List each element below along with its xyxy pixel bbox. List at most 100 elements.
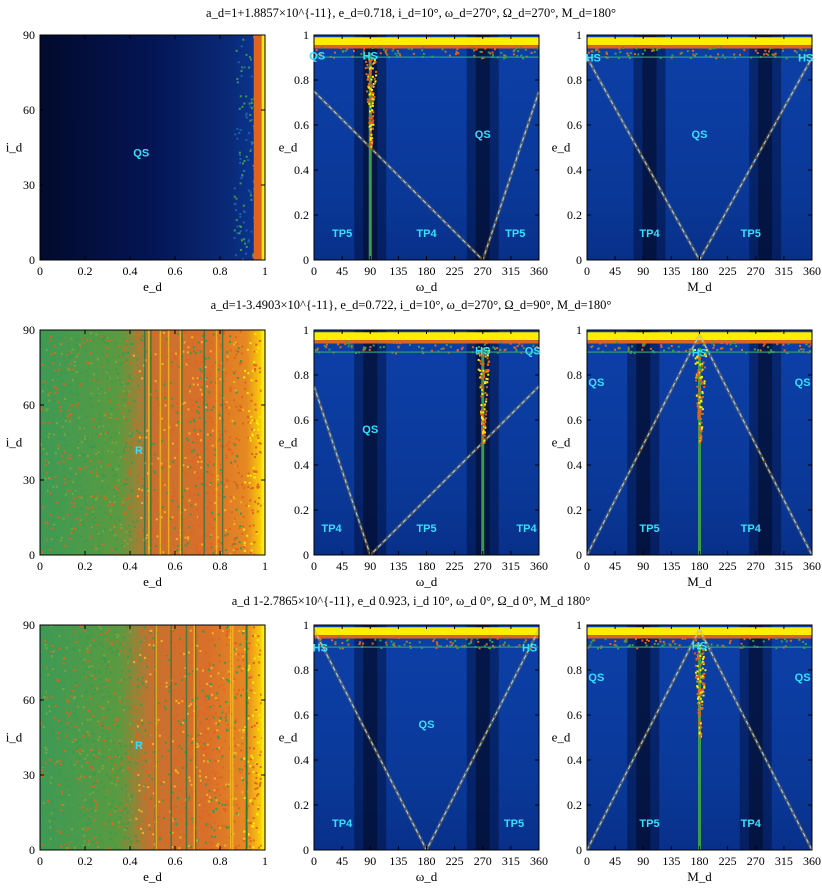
region-label: HS xyxy=(475,345,490,357)
x-tick-label: 0 xyxy=(311,264,317,278)
y-tick-label: 1 xyxy=(303,618,309,632)
region-label: HS xyxy=(313,643,328,655)
x-tick-label: 1 xyxy=(262,264,268,278)
x-tick-label: 0.2 xyxy=(78,559,93,573)
x-tick-label: 180 xyxy=(418,264,436,278)
region-label: QS xyxy=(795,672,811,684)
x-tick-label: 270 xyxy=(474,854,492,868)
region-label: QS xyxy=(133,148,149,160)
x-tick-label: 45 xyxy=(609,854,621,868)
y-tick-label: 0.6 xyxy=(567,118,582,132)
panel-r1c2: 0 45 90 135 180 225 270 315 360 0 0.2 0.4 0.6 0.8 1 ω_d… xyxy=(279,28,548,294)
x-tick-label: 0.6 xyxy=(168,854,183,868)
y-tick-label: 0.8 xyxy=(294,73,309,87)
region-label: TP4 xyxy=(741,523,762,535)
region-label: TP5 xyxy=(505,228,525,240)
x-tick-label: 135 xyxy=(662,264,680,278)
y-tick-label: 0.4 xyxy=(294,458,309,472)
region-label: TP4 xyxy=(639,228,660,240)
heatmap-body xyxy=(587,330,812,555)
x-tick-label: 225 xyxy=(446,559,464,573)
y-tick-label: 90 xyxy=(23,323,35,337)
x-tick-label: 0 xyxy=(584,264,590,278)
y-tick-label: 30 xyxy=(23,178,35,192)
x-tick-label: 0.6 xyxy=(168,559,183,573)
x-tick-label: 90 xyxy=(637,264,649,278)
panel-r3c1: 0 0.2 0.4 0.6 0.8 1 0 30 60 90 e_d i_d R xyxy=(6,618,268,884)
x-tick-label: 180 xyxy=(691,264,709,278)
x-tick-label: 315 xyxy=(502,559,520,573)
y-tick-label: 0.4 xyxy=(294,163,309,177)
x-tick-label: 45 xyxy=(336,854,348,868)
x-tick-label: 0 xyxy=(584,854,590,868)
panel-r2c2: 0 45 90 135 180 225 270 315 360 0 0.2 0.4 0.6 0.8 1 ω_d… xyxy=(279,323,548,589)
y-tick-label: 90 xyxy=(23,28,35,42)
x-tick-label: 0 xyxy=(37,264,43,278)
region-label: TP5 xyxy=(639,818,659,830)
y-tick-label: 90 xyxy=(23,618,35,632)
region-label: TP4 xyxy=(416,228,437,240)
y-axis-label: i_d xyxy=(6,730,23,745)
region-label: HS xyxy=(586,53,601,65)
y-tick-label: 30 xyxy=(23,768,35,782)
row-title-2: a_d=1-3.4903×10^{-11}, e_d=0.722, i_d=10… xyxy=(210,298,612,312)
row-title-1: a_d=1+1.8857×10^{-11}, e_d=0.718, i_d=10… xyxy=(206,6,616,20)
x-tick-label: 0 xyxy=(311,854,317,868)
x-axis-label: M_d xyxy=(687,869,712,884)
y-tick-label: 0 xyxy=(303,548,309,562)
x-tick-label: 360 xyxy=(530,854,548,868)
y-tick-label: 60 xyxy=(23,693,35,707)
panel-r2c3: 0 45 90 135 180 225 270 315 360 0 0.2 0.4 0.6 0.8 1 M_d… xyxy=(552,323,821,589)
y-tick-label: 30 xyxy=(23,473,35,487)
plot-frame xyxy=(39,329,266,556)
x-tick-label: 135 xyxy=(389,264,407,278)
y-tick-label: 0 xyxy=(29,843,35,857)
region-label: TP4 xyxy=(516,523,537,535)
heatmap-body xyxy=(40,625,265,850)
y-tick-label: 0 xyxy=(29,253,35,267)
y-axis-label: e_d xyxy=(552,730,571,745)
x-tick-label: 270 xyxy=(747,854,765,868)
region-label: R xyxy=(135,740,143,752)
region-label: TP5 xyxy=(504,818,524,830)
x-axis-label: e_d xyxy=(143,279,162,294)
y-tick-label: 0.2 xyxy=(294,208,309,222)
region-label: R xyxy=(135,445,143,457)
region-label: QS xyxy=(588,672,604,684)
y-tick-label: 1 xyxy=(576,323,582,337)
y-tick-label: 0.2 xyxy=(567,208,582,222)
y-tick-label: 0.4 xyxy=(567,458,582,472)
y-tick-label: 1 xyxy=(576,28,582,42)
x-tick-label: 90 xyxy=(364,854,376,868)
x-tick-label: 270 xyxy=(747,264,765,278)
x-tick-label: 315 xyxy=(775,559,793,573)
y-tick-label: 1 xyxy=(576,618,582,632)
y-axis-label: i_d xyxy=(6,140,23,155)
y-tick-label: 0.8 xyxy=(294,368,309,382)
region-label: TP4 xyxy=(741,818,762,830)
heatmap-body xyxy=(40,330,265,555)
region-label: HS xyxy=(798,53,813,65)
heatmap-body xyxy=(314,330,539,555)
x-tick-label: 0.8 xyxy=(213,559,228,573)
region-label: QS xyxy=(419,719,435,731)
x-tick-label: 225 xyxy=(719,854,737,868)
y-tick-label: 0.6 xyxy=(567,708,582,722)
heatmap-body xyxy=(314,35,539,260)
x-tick-label: 45 xyxy=(609,559,621,573)
region-label: TP5 xyxy=(741,228,761,240)
region-label: QS xyxy=(525,345,541,357)
y-tick-label: 0 xyxy=(29,548,35,562)
region-label: HS xyxy=(363,50,378,62)
x-axis-label: M_d xyxy=(687,574,712,589)
y-tick-label: 0.2 xyxy=(567,503,582,517)
x-tick-label: 180 xyxy=(691,854,709,868)
y-tick-label: 0 xyxy=(303,843,309,857)
y-tick-label: 0.4 xyxy=(567,163,582,177)
region-label: QS xyxy=(475,129,491,141)
y-tick-label: 1 xyxy=(303,323,309,337)
y-tick-label: 0.4 xyxy=(294,753,309,767)
heatmap-body xyxy=(314,625,539,850)
plot-frame xyxy=(39,624,266,851)
x-axis-label: M_d xyxy=(687,279,712,294)
